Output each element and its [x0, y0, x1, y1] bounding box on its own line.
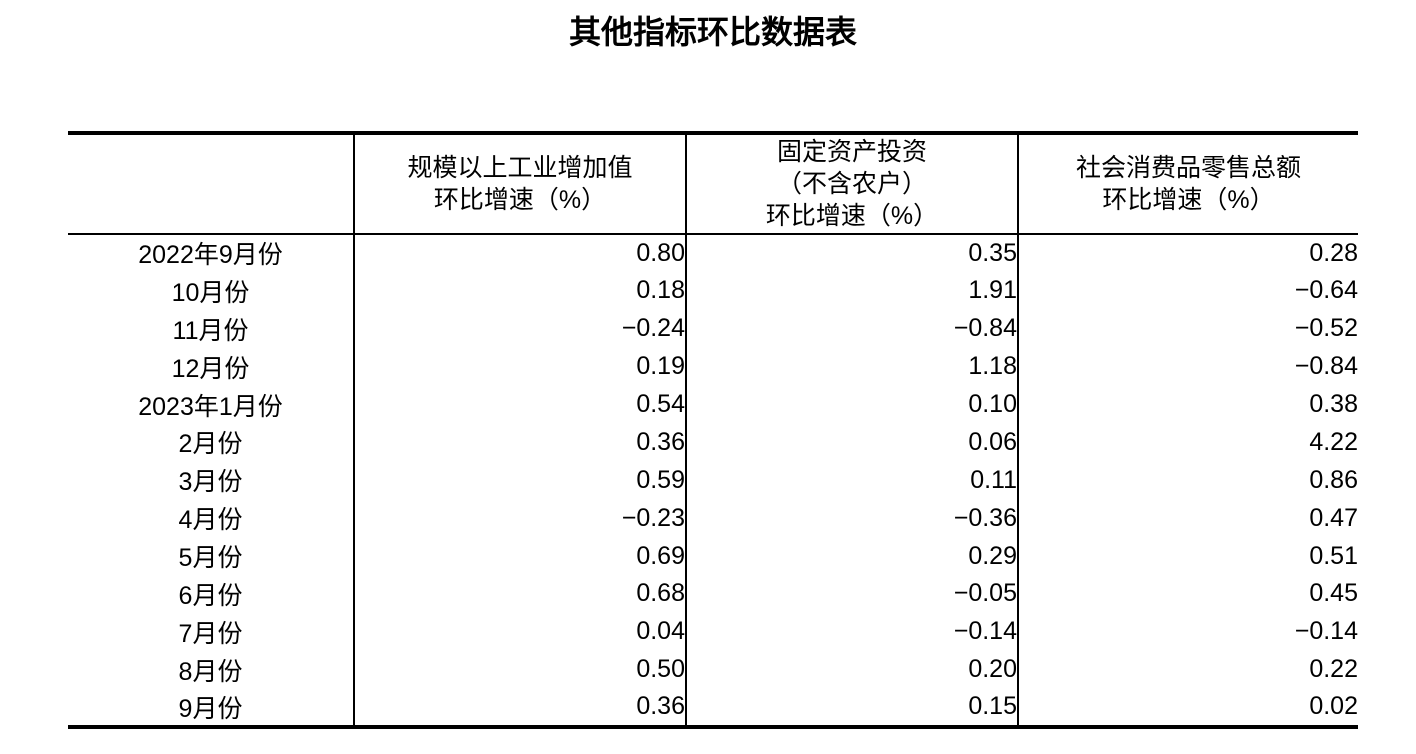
cell-investment: −0.36 [685, 499, 1018, 538]
cell-retail: 0.51 [1017, 537, 1358, 576]
row-label: 6月份 [178, 581, 243, 610]
cell-retail: 0.02 [1017, 688, 1358, 727]
header-line: 环比增速（%） [433, 186, 607, 214]
cell-retail: −0.52 [1017, 309, 1358, 348]
cell-investment: 0.11 [685, 461, 1018, 500]
table-row: 5月份 0.69 0.29 0.51 [68, 537, 1358, 576]
row-label: 12月份 [171, 354, 250, 383]
header-line: 社会消费品零售总额 [1075, 154, 1301, 182]
cell-industrial: 0.18 [353, 271, 686, 310]
row-label: 10月份 [171, 278, 250, 307]
cell-retail: −0.84 [1017, 347, 1358, 386]
cell-retail: 0.22 [1017, 650, 1358, 689]
cell-investment: 0.35 [685, 234, 1018, 272]
row-label: 11月份 [172, 316, 249, 345]
table-row: 2022年9月份 0.80 0.35 0.28 [68, 234, 1358, 272]
cell-industrial: 0.59 [353, 461, 686, 500]
header-line: （不含农户） [776, 170, 927, 198]
cell-retail: 0.38 [1017, 385, 1358, 424]
table-row: 2023年1月份 0.54 0.10 0.38 [68, 385, 1358, 424]
cell-industrial: −0.23 [353, 499, 686, 538]
row-label: 8月份 [178, 657, 243, 686]
header-month-column [68, 133, 354, 235]
cell-industrial: 0.50 [353, 650, 686, 689]
table-row: 12月份 0.19 1.18 −0.84 [68, 347, 1358, 386]
cell-retail: 0.45 [1017, 575, 1358, 613]
row-label: 5月份 [178, 544, 243, 573]
row-label: 2023年1月份 [138, 392, 283, 421]
header-line: 环比增速（%） [765, 202, 939, 230]
table-row: 7月份 0.04 −0.14 −0.14 [68, 612, 1358, 651]
cell-investment: 0.06 [685, 423, 1018, 462]
cell-industrial: 0.54 [353, 385, 686, 424]
header-industrial-output: 规模以上工业增加值 环比增速（%） [353, 133, 686, 235]
cell-investment: 1.91 [685, 271, 1018, 310]
header-retail-sales: 社会消费品零售总额 环比增速（%） [1017, 133, 1358, 235]
table-row: 6月份 0.68 −0.05 0.45 [68, 575, 1358, 613]
header-fixed-investment: 固定资产投资 （不含农户） 环比增速（%） [685, 133, 1018, 235]
cell-industrial: 0.36 [353, 688, 686, 727]
header-line: 固定资产投资 [776, 138, 927, 166]
cell-retail: −0.14 [1017, 612, 1358, 651]
cell-industrial: 0.69 [353, 537, 686, 576]
cell-retail: 0.47 [1017, 499, 1358, 538]
cell-investment: 1.18 [685, 347, 1018, 386]
row-label: 4月份 [178, 506, 243, 535]
table-body: 2022年9月份 0.80 0.35 0.28 10月份 0.18 1.91 −… [68, 234, 1358, 727]
table-row: 10月份 0.18 1.91 −0.64 [68, 271, 1358, 310]
cell-retail: 0.28 [1017, 234, 1358, 272]
row-label: 3月份 [178, 468, 243, 497]
row-label: 2022年9月份 [138, 241, 283, 270]
table-row: 4月份 −0.23 −0.36 0.47 [68, 499, 1358, 538]
row-label: 2月份 [178, 430, 243, 459]
cell-industrial: 0.04 [353, 612, 686, 651]
cell-investment: −0.05 [685, 575, 1018, 613]
table-row: 2月份 0.36 0.06 4.22 [68, 423, 1358, 462]
cell-industrial: 0.80 [353, 234, 686, 272]
page-title: 其他指标环比数据表 [568, 14, 857, 50]
cell-investment: 0.20 [685, 650, 1018, 689]
header-row: 规模以上工业增加值 环比增速（%） 固定资产投资 （不含农户） 环比增速（%） … [68, 133, 1358, 235]
header-line: 规模以上工业增加值 [407, 154, 633, 182]
table-row: 11月份 −0.24 −0.84 −0.52 [68, 309, 1358, 348]
cell-investment: −0.84 [685, 309, 1018, 348]
cell-industrial: 0.36 [353, 423, 686, 462]
cell-industrial: −0.24 [353, 309, 686, 348]
header-line: 环比增速（%） [1102, 186, 1275, 214]
cell-investment: 0.10 [685, 385, 1018, 424]
cell-retail: 0.86 [1017, 461, 1358, 500]
table-header: 规模以上工业增加值 环比增速（%） 固定资产投资 （不含农户） 环比增速（%） … [68, 133, 1358, 235]
cell-investment: −0.14 [685, 612, 1018, 651]
row-label: 9月份 [178, 694, 243, 723]
cell-industrial: 0.19 [353, 347, 686, 386]
mom-indicators-table: 规模以上工业增加值 环比增速（%） 固定资产投资 （不含农户） 环比增速（%） … [68, 131, 1358, 729]
table-row: 3月份 0.59 0.11 0.86 [68, 461, 1358, 500]
cell-investment: 0.15 [685, 688, 1018, 727]
cell-retail: 4.22 [1017, 423, 1358, 462]
table-row: 9月份 0.36 0.15 0.02 [68, 688, 1358, 727]
cell-investment: 0.29 [685, 537, 1018, 576]
cell-industrial: 0.68 [353, 575, 686, 613]
cell-retail: −0.64 [1017, 271, 1358, 310]
table-row: 8月份 0.50 0.20 0.22 [68, 650, 1358, 689]
row-label: 7月份 [178, 619, 243, 648]
